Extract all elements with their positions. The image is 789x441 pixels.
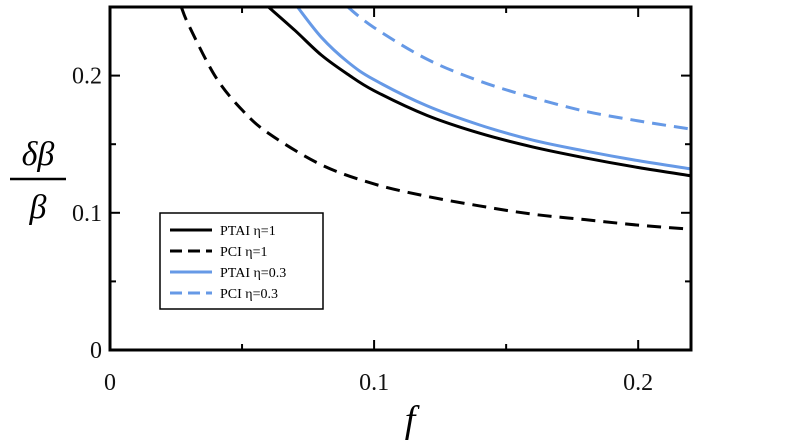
y-tick-label: 0.1 (72, 201, 102, 227)
y-tick-label: 0.2 (72, 64, 102, 90)
plot-lines (179, 7, 691, 231)
y-tick-label: 0 (90, 338, 102, 364)
x-tick-label: 0 (104, 370, 116, 396)
x-tick-label: 0.2 (623, 370, 653, 396)
series-line-3 (296, 7, 691, 171)
y-axis-label-denominator: β (29, 189, 47, 226)
x-axis-label: f (405, 399, 420, 441)
series-line-2 (179, 7, 691, 231)
y-axis-label: δβ β (10, 136, 66, 226)
axis-tick-labels: 0 0.1 0.2 0 0.1 0.2 (72, 64, 653, 396)
legend-label-1: PTAI η=1 (220, 224, 276, 239)
y-axis-label-numerator: δβ (22, 136, 55, 173)
legend-label-4: PCI η=0.3 (220, 287, 278, 302)
legend-label-3: PTAI η=0.3 (220, 266, 286, 281)
series-line-1 (267, 7, 691, 178)
series-line-4 (346, 7, 691, 131)
plot-frame (108, 5, 693, 352)
x-tick-label: 0.1 (359, 370, 389, 396)
legend-label-2: PCI η=1 (220, 245, 268, 260)
legend: PTAI η=1 PCI η=1 PTAI η=0.3 PCI η=0.3 (159, 212, 324, 310)
axis-ticks (109, 7, 691, 351)
